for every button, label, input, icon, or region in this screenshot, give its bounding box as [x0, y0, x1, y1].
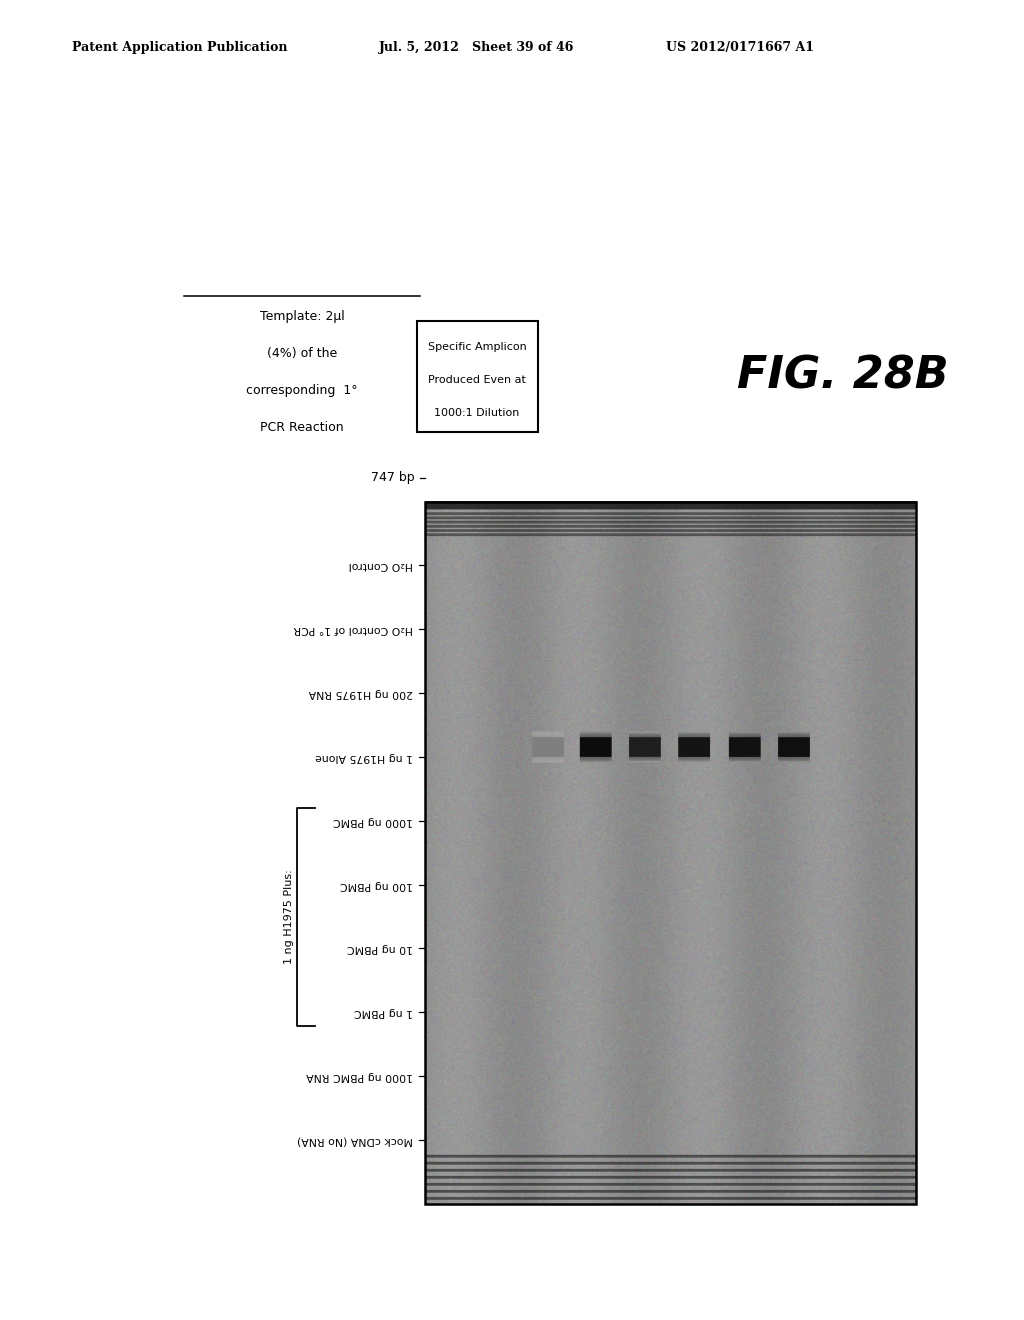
Text: (4%) of the: (4%) of the [267, 347, 337, 360]
Text: H₂O Control of 1° PCR: H₂O Control of 1° PCR [293, 624, 413, 635]
Text: Patent Application Publication: Patent Application Publication [72, 41, 287, 54]
FancyBboxPatch shape [417, 321, 538, 432]
Text: H₂O Control: H₂O Control [348, 561, 413, 570]
Text: 1000 ng PBMC: 1000 ng PBMC [333, 816, 413, 826]
Text: FIG. 28B: FIG. 28B [737, 355, 949, 397]
Text: 747 bp: 747 bp [371, 471, 415, 484]
Text: 1000:1 Dilution: 1000:1 Dilution [434, 408, 520, 418]
Text: 1 ng H1975 Alone: 1 ng H1975 Alone [314, 752, 413, 762]
Text: 200 ng H1975 RNA: 200 ng H1975 RNA [308, 688, 413, 698]
Text: 1 ng H1975 Plus:: 1 ng H1975 Plus: [284, 869, 294, 964]
Text: US 2012/0171667 A1: US 2012/0171667 A1 [666, 41, 814, 54]
Text: 1 ng PBMC: 1 ng PBMC [353, 1007, 413, 1018]
Bar [425, 502, 916, 1204]
Text: corresponding  1°: corresponding 1° [246, 384, 358, 397]
Text: 100 ng PBMC: 100 ng PBMC [340, 879, 413, 890]
Text: Template: 2μl: Template: 2μl [260, 310, 344, 323]
Text: Produced Even at: Produced Even at [428, 375, 526, 385]
Text: 1000 ng PBMC RNA: 1000 ng PBMC RNA [306, 1071, 413, 1081]
Text: 10 ng PBMC: 10 ng PBMC [347, 944, 413, 953]
Text: Mock cDNA (No RNA): Mock cDNA (No RNA) [297, 1135, 413, 1144]
Text: Specific Amplicon: Specific Amplicon [428, 342, 526, 352]
Text: Jul. 5, 2012   Sheet 39 of 46: Jul. 5, 2012 Sheet 39 of 46 [379, 41, 574, 54]
Text: PCR Reaction: PCR Reaction [260, 421, 344, 434]
